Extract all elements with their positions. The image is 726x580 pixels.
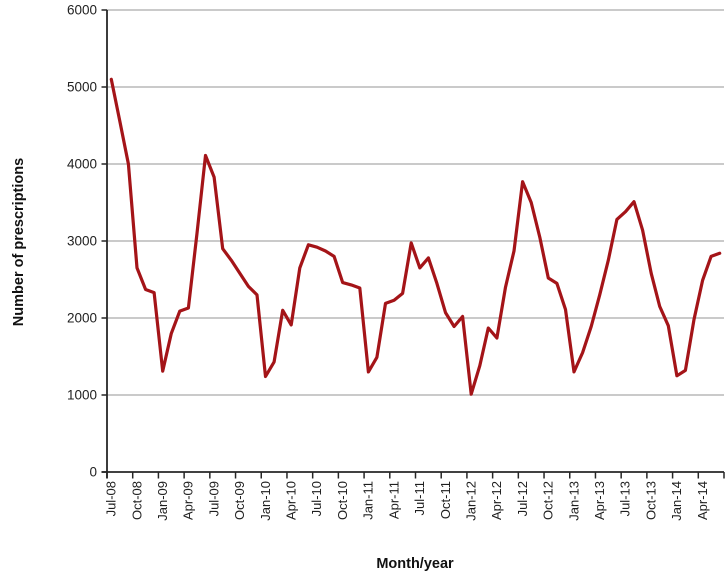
x-tick-label: Jul-09	[206, 481, 221, 516]
x-tick-label: Oct-09	[232, 481, 247, 520]
x-tick-label: Jan-13	[566, 481, 581, 521]
x-tick-label: Jan-12	[463, 481, 478, 521]
y-tick-label: 0	[89, 465, 97, 480]
x-tick-label: Oct-11	[438, 481, 453, 519]
x-tick-label: Apr-09	[181, 481, 196, 520]
x-tick-label: Apr-10	[284, 481, 299, 520]
x-tick-label: Apr-14	[695, 481, 710, 520]
series-line	[109, 77, 722, 396]
y-tick-label: 3000	[67, 234, 97, 249]
x-tick-label: Apr-12	[489, 481, 504, 520]
x-tick-label: Jul-12	[515, 481, 530, 516]
x-tick-label: Jul-10	[309, 481, 324, 516]
x-tick-label: Apr-13	[592, 481, 607, 520]
x-tick-label: Jan-14	[669, 481, 684, 521]
y-tick-label: 1000	[67, 388, 97, 403]
x-tick-label: Jan-10	[258, 481, 273, 521]
y-axis-title: Number of prescriptions	[11, 157, 27, 327]
x-tick-label: Apr-11	[386, 481, 401, 519]
y-tick-label: 2000	[67, 311, 97, 326]
x-tick-label: Jul-11	[412, 481, 427, 515]
x-tick-label: Jul-08	[104, 481, 119, 516]
y-tick-label: 5000	[67, 80, 97, 95]
y-tick-label: 6000	[67, 3, 97, 18]
x-tick-label: Jan-11	[361, 481, 376, 520]
x-tick-label: Jan-09	[155, 481, 170, 521]
x-tick-label: Oct-10	[335, 481, 350, 520]
y-tick-label: 4000	[67, 157, 97, 172]
x-axis-title: Month/year	[376, 556, 454, 572]
x-tick-label: Jul-13	[618, 481, 633, 516]
x-tick-label: Oct-13	[643, 481, 658, 520]
x-tick-label: Oct-12	[541, 481, 556, 520]
x-tick-label: Oct-08	[129, 481, 144, 520]
